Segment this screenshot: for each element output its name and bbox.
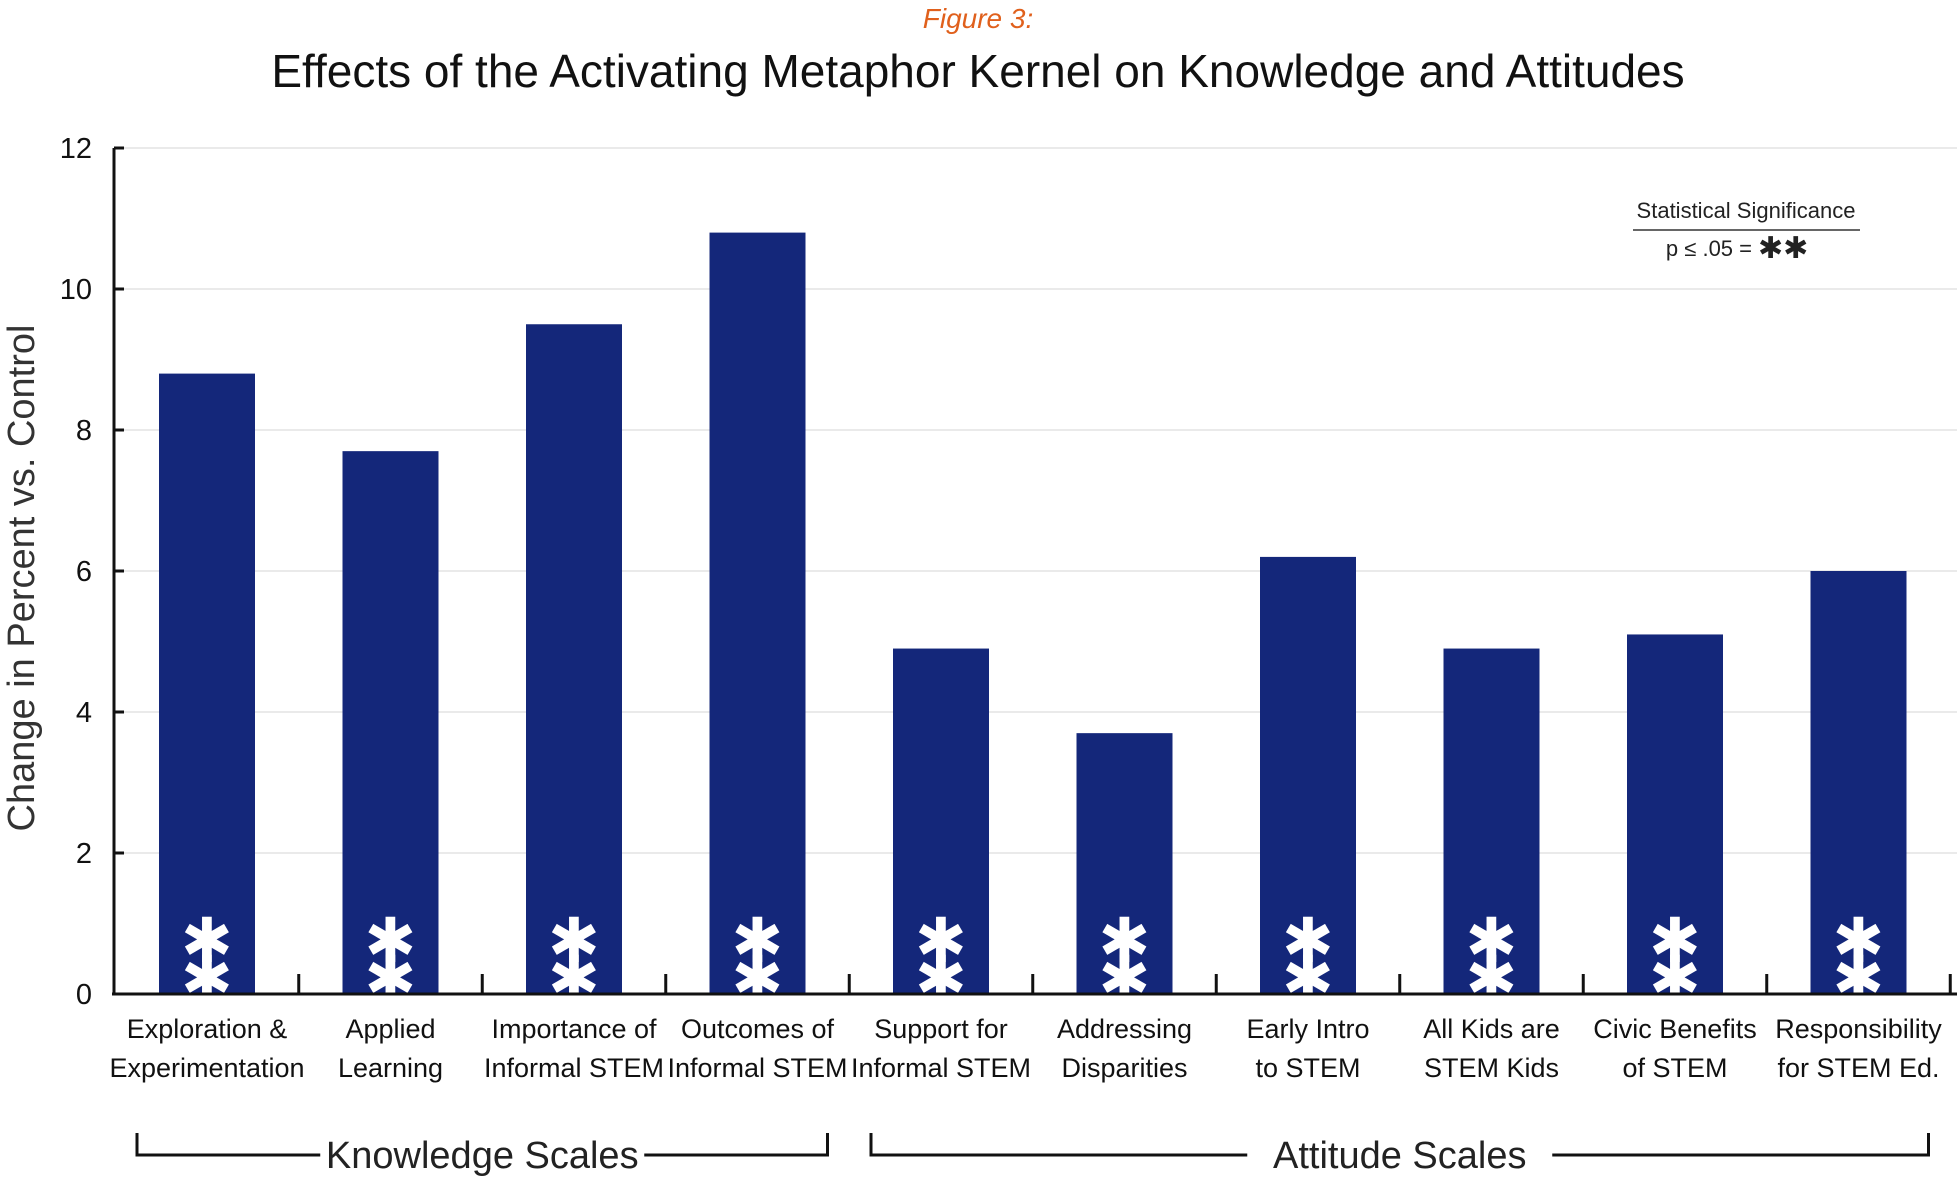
x-tick-label: Civic Benefits <box>1593 1014 1757 1044</box>
significance-icon: ✱ <box>1833 942 1885 1015</box>
x-tick-label: Responsibility <box>1775 1014 1942 1044</box>
y-ticks: 0 2 4 6 8 10 12 <box>60 133 124 1011</box>
group-label: Attitude Scales <box>1273 1135 1526 1177</box>
y-tick-label: 0 <box>76 979 92 1011</box>
significance-icon: ✱ <box>365 942 417 1015</box>
x-tick-label: Early Intro <box>1246 1014 1369 1044</box>
legend-text: p ≤ .05 = <box>1666 236 1752 261</box>
bar <box>1260 556 1356 994</box>
significance-icon: ✱ <box>548 942 600 1015</box>
significance-icon: ✱ <box>1833 904 1885 977</box>
chart-title: Effects of the Activating Metaphor Kerne… <box>271 45 1684 97</box>
bar <box>1627 634 1723 994</box>
x-tick-label: STEM Kids <box>1424 1053 1559 1083</box>
significance-icon: ✱ <box>1282 904 1334 977</box>
group-label: Knowledge Scales <box>326 1135 639 1177</box>
significance-icon: ✱ <box>1466 942 1518 1015</box>
significance-icon: ✱ <box>915 904 967 977</box>
x-tick-label: of STEM <box>1622 1053 1727 1083</box>
bar <box>1443 648 1540 994</box>
significance-icon: ✱ <box>915 942 967 1015</box>
legend-significance-icon: ✱✱ <box>1758 231 1808 266</box>
x-tick-label: Disparities <box>1061 1053 1187 1083</box>
significance-icon: ✱ <box>1466 904 1518 977</box>
legend: Statistical Significance p ≤ .05 = ✱✱ <box>1633 198 1860 266</box>
bar <box>1810 571 1907 994</box>
y-tick-label: 2 <box>76 838 92 870</box>
bar <box>342 451 439 994</box>
y-tick-label: 10 <box>60 274 92 306</box>
significance-icon: ✱ <box>1649 942 1701 1015</box>
x-tick-label: Applied <box>345 1014 435 1044</box>
significance-icon: ✱ <box>1282 942 1334 1015</box>
bar <box>709 232 806 995</box>
x-tick-label: Informal STEM <box>667 1053 847 1083</box>
significance-icon: ✱ <box>1099 942 1151 1015</box>
significance-icon: ✱ <box>1649 904 1701 977</box>
x-tick-label: Addressing <box>1057 1014 1192 1044</box>
significance-icon: ✱ <box>732 904 784 977</box>
category-labels: Exploration & Experimentation Applied Learn… <box>109 1014 1942 1083</box>
y-tick-label: 4 <box>76 697 92 729</box>
x-tick-label: Experimentation <box>109 1053 304 1083</box>
bar <box>159 373 255 995</box>
x-tick-label: Exploration & <box>127 1014 288 1044</box>
significance-icon: ✱ <box>1099 904 1151 977</box>
x-tick-label: for STEM Ed. <box>1777 1053 1939 1083</box>
x-tick-label: Informal STEM <box>484 1053 664 1083</box>
x-tick-label: Informal STEM <box>851 1053 1031 1083</box>
y-tick-label: 12 <box>60 133 92 165</box>
legend-title: Statistical Significance <box>1637 198 1856 223</box>
significance-icon: ✱ <box>181 904 233 977</box>
bars: ✱✱✱✱✱✱✱✱✱✱✱✱✱✱✱✱✱✱✱✱ <box>159 232 1907 1015</box>
bar <box>893 648 989 994</box>
y-tick-label: 8 <box>76 415 92 447</box>
group-brackets: Knowledge Scales Attitude Scales <box>135 1133 1930 1177</box>
bar <box>526 324 622 994</box>
x-tick-label: Learning <box>338 1053 443 1083</box>
x-tick-label: Importance of <box>491 1014 657 1044</box>
significance-icon: ✱ <box>365 904 417 977</box>
x-tick-label: to STEM <box>1255 1053 1360 1083</box>
x-tick-label: Support for <box>874 1014 1008 1044</box>
figure-label: Figure 3: <box>923 3 1034 34</box>
y-tick-label: 6 <box>76 556 92 588</box>
x-tick-label: All Kids are <box>1423 1014 1560 1044</box>
bar <box>1076 733 1173 994</box>
x-tick-label: Outcomes of <box>681 1014 835 1044</box>
significance-icon: ✱ <box>548 904 600 977</box>
significance-icon: ✱ <box>732 942 784 1015</box>
y-axis-label: Change in Percent vs. Control <box>1 325 43 832</box>
x-ticks <box>297 974 1952 994</box>
significance-icon: ✱ <box>181 942 233 1015</box>
